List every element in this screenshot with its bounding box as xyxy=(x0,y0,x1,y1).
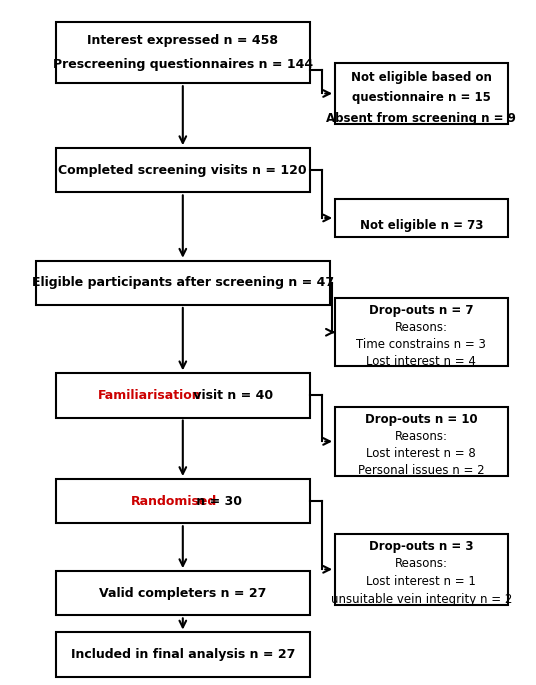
FancyBboxPatch shape xyxy=(56,22,310,84)
FancyBboxPatch shape xyxy=(56,148,310,192)
Text: n = 30: n = 30 xyxy=(192,495,242,508)
FancyBboxPatch shape xyxy=(335,298,508,366)
Text: Completed screening visits n = 120: Completed screening visits n = 120 xyxy=(58,164,307,177)
Text: unsuitable vein integrity n = 2: unsuitable vein integrity n = 2 xyxy=(331,593,512,606)
Text: Drop-outs n = 7: Drop-outs n = 7 xyxy=(369,303,473,316)
Text: visit n = 40: visit n = 40 xyxy=(189,389,273,402)
Text: Prescreening questionnaires n = 144: Prescreening questionnaires n = 144 xyxy=(53,58,313,71)
FancyBboxPatch shape xyxy=(56,373,310,418)
Text: questionnaire n = 15: questionnaire n = 15 xyxy=(352,91,491,104)
Text: Absent from screening n = 9: Absent from screening n = 9 xyxy=(326,112,516,125)
FancyBboxPatch shape xyxy=(335,534,508,605)
FancyBboxPatch shape xyxy=(56,479,310,523)
Text: Reasons:: Reasons: xyxy=(395,429,448,443)
Text: Lost interest n = 4: Lost interest n = 4 xyxy=(366,355,476,368)
Text: Eligible participants after screening n = 47: Eligible participants after screening n … xyxy=(32,276,334,289)
Text: Familiarisation: Familiarisation xyxy=(98,389,201,402)
FancyBboxPatch shape xyxy=(36,260,330,305)
Text: Not eligible based on: Not eligible based on xyxy=(351,71,492,84)
Text: Included in final analysis n = 27: Included in final analysis n = 27 xyxy=(71,648,295,661)
Text: Reasons:: Reasons: xyxy=(395,558,448,571)
Text: Personal issues n = 2: Personal issues n = 2 xyxy=(358,464,485,477)
Text: Interest expressed n = 458: Interest expressed n = 458 xyxy=(87,34,278,47)
Text: Valid completers n = 27: Valid completers n = 27 xyxy=(99,587,266,599)
FancyBboxPatch shape xyxy=(56,632,310,677)
Text: Reasons:: Reasons: xyxy=(395,321,448,334)
FancyBboxPatch shape xyxy=(335,63,508,124)
Text: Drop-outs n = 10: Drop-outs n = 10 xyxy=(365,413,478,426)
Text: Randomised: Randomised xyxy=(131,495,217,508)
Text: Drop-outs n = 3: Drop-outs n = 3 xyxy=(369,540,473,553)
Text: Lost interest n = 8: Lost interest n = 8 xyxy=(367,447,476,460)
FancyBboxPatch shape xyxy=(335,408,508,475)
Text: Time constrains n = 3: Time constrains n = 3 xyxy=(356,338,486,351)
FancyBboxPatch shape xyxy=(56,571,310,615)
Text: Not eligible n = 73: Not eligible n = 73 xyxy=(360,219,483,232)
FancyBboxPatch shape xyxy=(335,199,508,237)
Text: Lost interest n = 1: Lost interest n = 1 xyxy=(366,575,476,588)
